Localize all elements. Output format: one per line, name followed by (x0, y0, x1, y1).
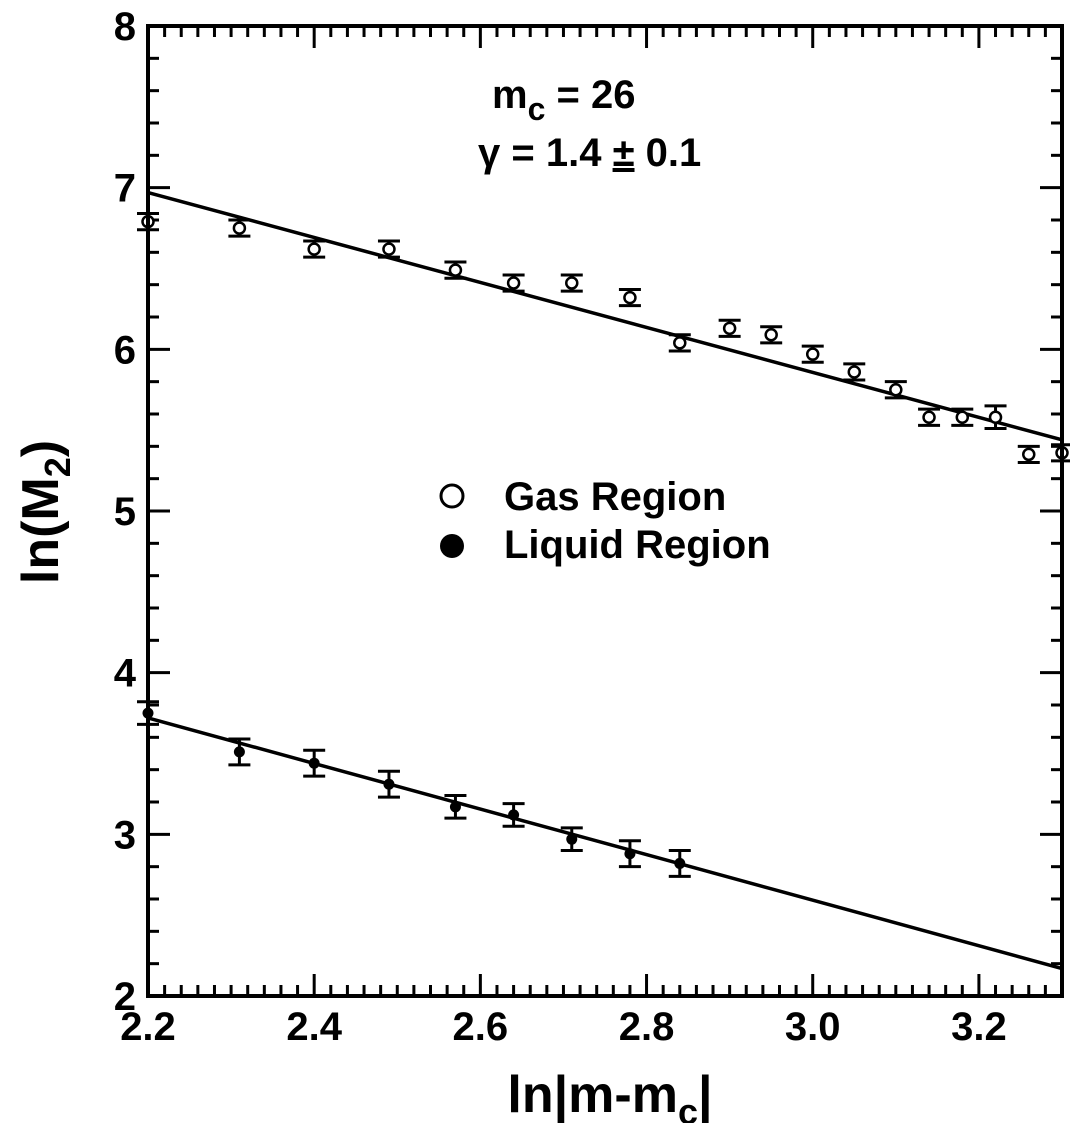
gas-point (232, 221, 247, 235)
liquid-point (383, 778, 395, 790)
tick-labels: 2.2 2.4 2.6 2.8 3.0 3.2 2 3 4 5 6 7 8 (114, 5, 1007, 1049)
fit-lines (147, 190, 1063, 971)
y-tick-label: 4 (114, 652, 137, 696)
gas-point (805, 347, 820, 361)
y-tick-label: 3 (114, 813, 136, 857)
y-axis-title-main: ln(M (12, 477, 70, 584)
x-tick-label: 2.6 (453, 1005, 509, 1049)
gas-point (506, 276, 521, 290)
liquid-point (674, 857, 686, 869)
annotation-gamma: γ = 1.4 ± 0.1 (478, 131, 701, 175)
gas-point (988, 410, 1003, 424)
x-tick-label: 3.0 (785, 1005, 841, 1049)
gas-point (847, 365, 862, 379)
liquid-point (508, 809, 520, 821)
x-tick-label: 3.2 (951, 1005, 1007, 1049)
legend-label-gas: Gas Region (504, 475, 726, 519)
x-tick-label: 2.8 (619, 1005, 675, 1049)
y-tick-label: 7 (114, 167, 136, 211)
y-tick-label: 5 (114, 490, 136, 534)
gas-point (922, 410, 936, 424)
liquid-point (449, 801, 461, 813)
annotation-mc-rest: = 26 (545, 73, 635, 117)
x-tick-label: 2.2 (120, 1005, 176, 1049)
annotation-mc-main: m (492, 73, 528, 117)
annotation-gamma-pm: ± (613, 131, 635, 175)
annotation-mc-sub: c (528, 91, 546, 127)
gas-point (565, 276, 579, 290)
gas-point (722, 321, 737, 336)
gas-fit-line (147, 190, 1063, 442)
liquid-fit-line (147, 716, 1063, 971)
legend-open-circle-icon (439, 483, 465, 509)
gas-point (448, 263, 463, 277)
liquid-point (308, 757, 320, 769)
x-axis-title: ln|m-mc| (507, 1066, 712, 1123)
annotation-gamma-rest: 0.1 (635, 131, 702, 175)
data-points (137, 212, 1070, 878)
annotation-gamma-main: γ = 1.4 (478, 131, 613, 175)
legend: Gas Region Liquid Region (439, 475, 771, 567)
x-tick-label: 2.4 (286, 1005, 342, 1049)
y-tick-label: 8 (114, 5, 136, 49)
gas-point (623, 290, 637, 305)
liquid-point (233, 746, 245, 758)
legend-label-liquid: Liquid Region (504, 523, 771, 567)
gas-point (673, 336, 687, 350)
y-axis-title-sub: 2 (37, 457, 78, 477)
gas-point (307, 242, 321, 256)
x-axis-title-end: | (698, 1066, 713, 1123)
y-axis-title-end: ) (12, 440, 70, 457)
y-tick-label: 6 (114, 328, 136, 372)
annotation-mc: mc = 26 (492, 73, 635, 127)
gas-point (382, 242, 396, 256)
gas-point (764, 328, 778, 342)
gas-point (889, 383, 903, 397)
y-axis-title: ln(M2) (12, 440, 78, 584)
gas-point (955, 410, 970, 424)
liquid-point (566, 833, 578, 845)
legend-filled-circle-icon (440, 534, 464, 558)
plot-frame (146, 24, 1064, 998)
x-axis-title-main: ln|m-m (507, 1066, 678, 1123)
liquid-point (624, 848, 636, 860)
x-axis-title-sub: c (678, 1091, 698, 1123)
y-tick-label: 2 (114, 975, 136, 1019)
gas-point (1022, 447, 1036, 462)
